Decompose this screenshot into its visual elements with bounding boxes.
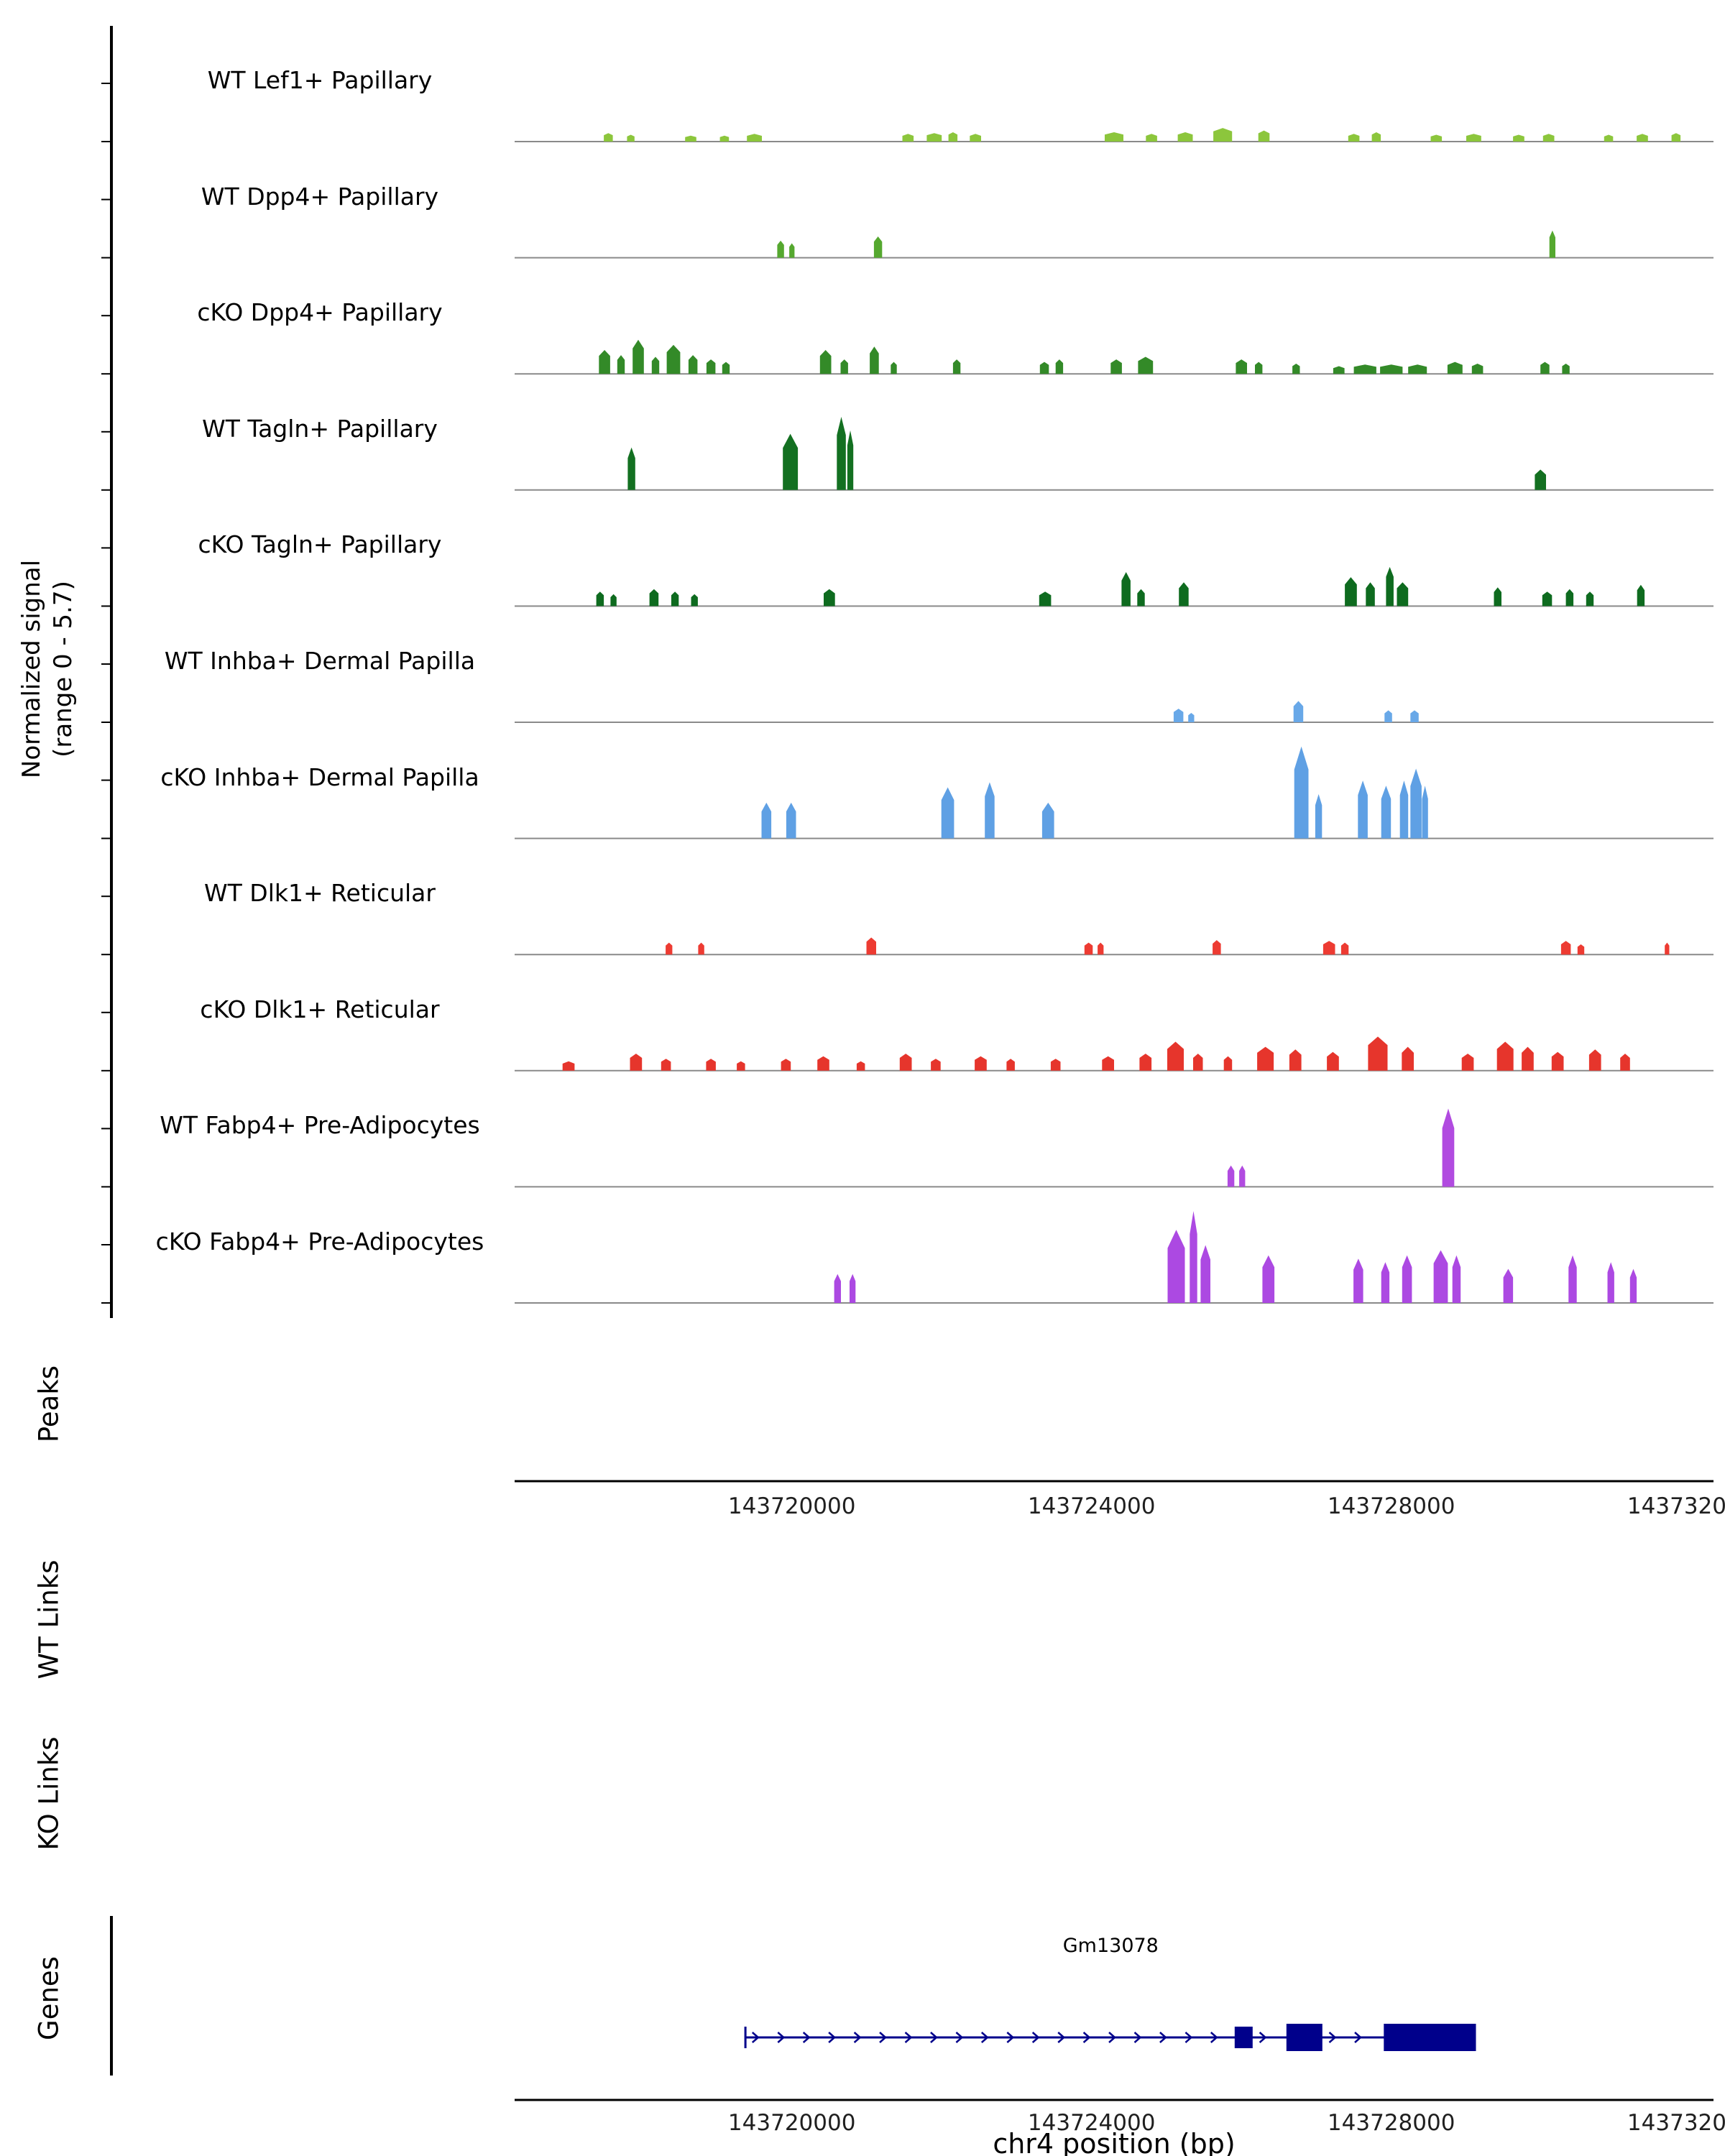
gene-strand-arrow-icon xyxy=(1082,2032,1091,2043)
x-tick-label: 143728000 xyxy=(1327,2110,1455,2136)
x-tick-label: 143732000 xyxy=(1627,1493,1725,1519)
signal-track-6 xyxy=(761,746,1428,839)
gene-strand-arrow-icon xyxy=(802,2032,811,2043)
x-tick-label: 143720000 xyxy=(727,1493,856,1519)
track-label-8: cKO Dlk1+ Reticular xyxy=(200,995,440,1023)
x-tick-label: 143724000 xyxy=(1027,1493,1156,1519)
gene-strand-arrow-icon xyxy=(853,2032,862,2043)
x-tick-label: 143720000 xyxy=(727,2110,856,2136)
x-tick-label: 143728000 xyxy=(1327,1493,1455,1519)
signal-track-3 xyxy=(627,417,1546,490)
signal-track-8 xyxy=(562,1036,1630,1071)
signal-track-5 xyxy=(1173,701,1419,722)
track-label-10: cKO Fabp4+ Pre-Adipocytes xyxy=(155,1227,484,1256)
signal-track-0 xyxy=(604,128,1681,142)
gene-strand-arrow-icon xyxy=(1133,2032,1142,2043)
gene-strand-arrow-icon xyxy=(1184,2032,1193,2043)
track-label-3: WT Tagln+ Papillary xyxy=(202,414,438,443)
signal-track-10 xyxy=(834,1211,1637,1303)
signal-track-9 xyxy=(1227,1108,1455,1187)
x-tick-label: 143732000 xyxy=(1627,2110,1725,2136)
track-label-1: WT Dpp4+ Papillary xyxy=(201,182,439,211)
track-label-4: cKO Tagln+ Papillary xyxy=(198,530,442,559)
track-label-0: WT Lef1+ Papillary xyxy=(207,66,433,94)
gene-strand-arrow-icon xyxy=(1210,2032,1218,2043)
gene-strand-arrow-icon xyxy=(955,2032,964,2043)
y-axis-label-line1: Normalized signal xyxy=(17,559,46,779)
signal-track-7 xyxy=(666,937,1670,955)
signal-track-2 xyxy=(599,339,1570,374)
gene-strand-arrow-icon xyxy=(930,2032,938,2043)
y-axis-label: Normalized signal (range 0 - 5.7) xyxy=(16,453,79,885)
x-tick-label: 143724000 xyxy=(1027,2110,1156,2136)
x-axis-title: chr4 position (bp) xyxy=(993,2128,1236,2156)
y-axis-label-line2: (range 0 - 5.7) xyxy=(49,581,78,757)
gene-strand-arrow-icon xyxy=(1354,2032,1362,2043)
gene-strand-arrow-icon xyxy=(1108,2032,1116,2043)
gene-strand-arrow-icon xyxy=(904,2032,913,2043)
gene-strand-arrow-icon xyxy=(1328,2032,1337,2043)
gene-strand-arrow-icon xyxy=(1259,2032,1267,2043)
gene-exon xyxy=(1384,2024,1476,2051)
gene-strand-arrow-icon xyxy=(980,2032,989,2043)
track-label-2: cKO Dpp4+ Papillary xyxy=(197,298,443,327)
gene-name-label: Gm13078 xyxy=(1062,1935,1159,1957)
gene-strand-arrow-icon xyxy=(777,2032,786,2043)
gene-strand-arrow-icon xyxy=(828,2032,836,2043)
signal-track-4 xyxy=(596,566,1645,607)
track-label-9: WT Fabp4+ Pre-Adipocytes xyxy=(160,1111,480,1140)
gene-exon xyxy=(1234,2027,1253,2048)
section-label-genes: Genes xyxy=(33,1956,65,2040)
gene-strand-arrow-icon xyxy=(1031,2032,1040,2043)
signal-track-1 xyxy=(777,230,1555,258)
track-label-7: WT Dlk1+ Reticular xyxy=(204,879,436,908)
gene-exon xyxy=(1286,2024,1322,2051)
gene-strand-arrow-icon xyxy=(879,2032,887,2043)
track-label-6: cKO Inhba+ Dermal Papilla xyxy=(160,763,479,791)
gene-strand-arrow-icon xyxy=(1006,2032,1015,2043)
gene-strand-arrow-icon xyxy=(1159,2032,1167,2043)
gene-strand-arrow-icon xyxy=(751,2032,760,2043)
track-label-5: WT Inhba+ Dermal Papilla xyxy=(164,647,476,675)
gene-strand-arrow-icon xyxy=(1057,2032,1066,2043)
